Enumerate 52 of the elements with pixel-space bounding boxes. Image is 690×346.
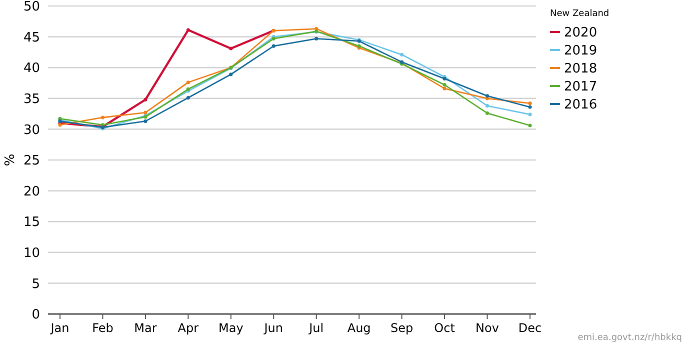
point: [186, 96, 190, 100]
y-tick-label: 10: [23, 246, 40, 261]
y-tick-label: 5: [32, 276, 40, 292]
point: [528, 124, 532, 128]
y-tick-label: 35: [23, 92, 40, 107]
point: [272, 44, 276, 48]
legend-title: New Zealand: [550, 9, 610, 19]
y-tick-label: 30: [23, 122, 40, 138]
point: [144, 98, 148, 102]
point: [485, 104, 490, 108]
legend-label: 2019: [564, 44, 598, 59]
point: [485, 111, 490, 115]
point: [229, 72, 233, 76]
legend-label: 2016: [564, 98, 598, 113]
x-tick-label: Sep: [390, 321, 414, 335]
x-tick-label: Aug: [347, 321, 371, 335]
legend-label: 2018: [564, 62, 598, 77]
point: [528, 112, 532, 116]
x-tick-label: Jul: [308, 321, 324, 335]
text: emi.ea.govt.nz/r/hbkkq: [578, 333, 682, 343]
point: [144, 119, 148, 123]
point: [528, 102, 532, 106]
point: [485, 94, 490, 98]
point: [144, 110, 148, 114]
point: [442, 86, 446, 90]
x-tick-label: Dec: [518, 321, 542, 335]
x-tick-label: Mar: [134, 321, 157, 335]
x-tick-label: Jan: [50, 321, 70, 335]
y-tick-label: 0: [32, 308, 40, 323]
legend-label: 2017: [564, 80, 598, 95]
point: [442, 83, 446, 87]
point: [186, 80, 190, 84]
y-tick-label: 40: [23, 61, 40, 76]
x-tick-label: Jun: [263, 321, 284, 335]
point: [400, 52, 404, 56]
point: [229, 46, 233, 50]
y-tick-label: 45: [23, 30, 40, 46]
y-tick-label: 50: [23, 0, 40, 15]
point: [186, 28, 190, 32]
y-axis-title: %: [3, 154, 18, 166]
point: [528, 105, 532, 109]
y-tick-label: 20: [23, 184, 40, 200]
point: [100, 116, 105, 120]
x-tick-label: Oct: [434, 321, 456, 335]
y-tick-label: 25: [23, 154, 40, 169]
x-tick-label: Nov: [476, 321, 499, 335]
y-tick-label: 15: [23, 215, 40, 230]
x-tick-label: Apr: [178, 321, 199, 335]
x-tick-label: May: [218, 321, 244, 335]
x-tick-label: Feb: [92, 321, 114, 335]
point: [314, 36, 318, 40]
legend-label: 2020: [564, 26, 598, 41]
